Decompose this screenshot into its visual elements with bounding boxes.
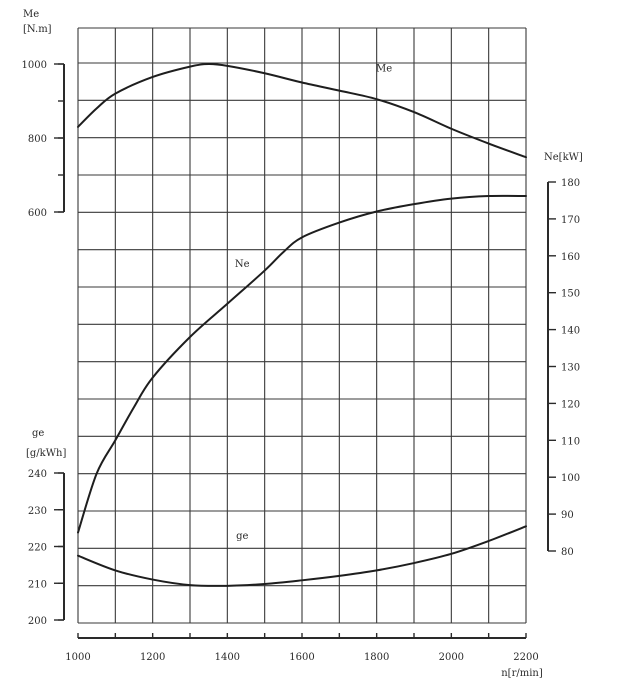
ge-curve-label: ge <box>236 531 248 542</box>
me-axis-title: Me <box>23 9 39 20</box>
ge-axis-title: ge <box>32 428 44 439</box>
x-tick-label: 1400 <box>215 652 240 663</box>
me-tick-label: 800 <box>28 134 47 145</box>
ne-tick-label: 110 <box>561 436 580 447</box>
ge-tick-label: 240 <box>28 469 47 480</box>
ne-tick-label: 100 <box>561 473 580 484</box>
ne-tick-label: 120 <box>561 399 580 410</box>
chart-labels: Me Ne ge <box>235 63 392 542</box>
chart-grid <box>77 27 527 624</box>
ne-tick-label: 150 <box>561 289 580 300</box>
chart-axes: 1000 1200 1400 1600 1800 2000 2200 n[r/min] 600 8… <box>22 9 583 679</box>
ge-tick-label: 230 <box>28 506 47 517</box>
ge-curve <box>77 525 527 587</box>
ge-axis-unit: [g/kWh] <box>26 448 66 459</box>
ne-tick-label: 160 <box>561 252 580 263</box>
ge-tick-label: 210 <box>28 579 47 590</box>
x-axis-title: n[r/min] <box>501 668 543 679</box>
ge-tick-label: 200 <box>28 616 47 627</box>
ne-curve-label: Ne <box>235 259 250 270</box>
ne-tick-label: 90 <box>561 510 574 521</box>
ne-axis-title: Ne[kW] <box>544 152 583 163</box>
chart-curves <box>77 62 527 587</box>
me-axis-unit: [N.m] <box>23 24 52 35</box>
x-tick-label: 2000 <box>439 652 464 663</box>
x-tick-label: 1600 <box>289 652 314 663</box>
ne-tick-label: 170 <box>561 215 580 226</box>
ne-curve <box>77 194 527 534</box>
x-tick-label: 1800 <box>364 652 389 663</box>
ne-tick-label: 140 <box>561 326 580 337</box>
me-tick-label: 1000 <box>22 60 47 71</box>
me-curve-label: Me <box>376 63 392 74</box>
ne-tick-label: 180 <box>561 178 580 189</box>
me-tick-label: 600 <box>28 208 47 219</box>
me-curve <box>77 62 527 159</box>
x-tick-label: 2200 <box>513 652 538 663</box>
x-tick-label: 1200 <box>140 652 165 663</box>
ge-tick-label: 220 <box>28 543 47 554</box>
ne-tick-label: 130 <box>561 363 580 374</box>
ne-tick-label: 80 <box>561 547 574 558</box>
x-tick-label: 1000 <box>65 652 90 663</box>
